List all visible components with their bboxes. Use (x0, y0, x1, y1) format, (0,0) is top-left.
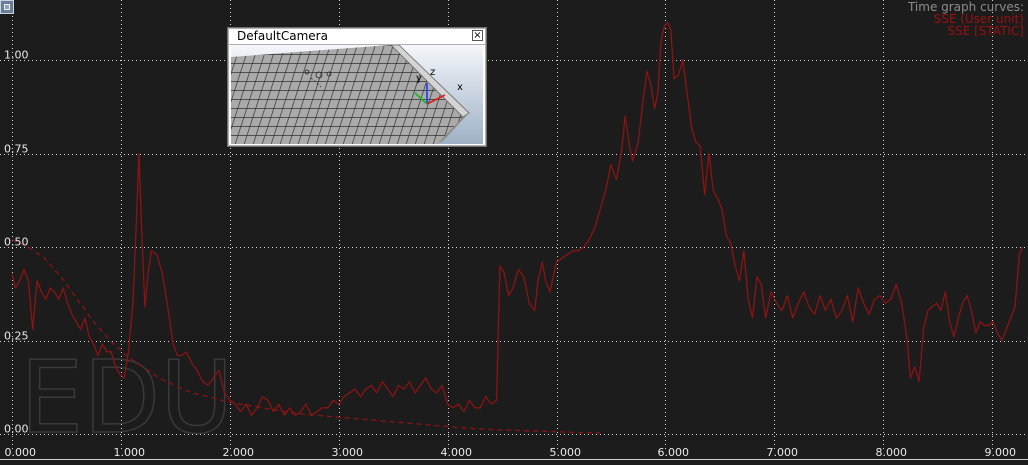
camera-viewport[interactable]: z y x (231, 45, 483, 144)
scene-object (304, 69, 332, 88)
x-tick-label: 8.000 (876, 446, 908, 459)
x-tick-label: 9.000 (985, 446, 1017, 459)
series-line-user-unit (11, 21, 1024, 416)
camera-ledge (437, 113, 469, 144)
x-tick-label: 6.000 (658, 446, 690, 459)
series-line-static (11, 238, 601, 434)
x-tick-label: 1.000 (114, 446, 146, 459)
camera-floor (231, 45, 463, 144)
x-tick-label: 7.000 (767, 446, 799, 459)
y-tick-label: 0.50 (4, 236, 29, 249)
x-tick-label: 2.000 (223, 446, 255, 459)
camera-title: DefaultCamera (237, 29, 328, 43)
axis-label-z: z (430, 67, 435, 78)
x-tick-label: 0.000 (5, 446, 37, 459)
axis-gizmo: z y x (414, 67, 463, 105)
axis-label-x: x (457, 82, 463, 93)
legend-title: Time graph curves: (907, 0, 1024, 14)
y-tick-label: 0.25 (4, 330, 29, 343)
watermark: EDU (20, 339, 233, 456)
legend: Time graph curves: SSE (User unit) SSE [… (907, 0, 1024, 38)
window-menu-icon[interactable] (0, 0, 14, 14)
axis-label-y: y (416, 73, 422, 84)
series-layer (11, 21, 1024, 434)
camera-titlebar[interactable]: DefaultCamera × (229, 29, 485, 45)
camera-window[interactable]: DefaultCamera × z y x (228, 28, 486, 146)
tick-labels: 0.000 1.000 2.000 3.000 4.000 5.000 6.000 7.000… (4, 49, 1016, 460)
x-tick-label: 4.000 (441, 446, 473, 459)
x-tick-label: 3.000 (332, 446, 364, 459)
legend-entry-static: SSE [STATIC] (947, 24, 1024, 38)
legend-entry-user: SSE (User unit) (934, 12, 1024, 26)
close-icon[interactable]: × (472, 30, 483, 41)
y-tick-label: 0.75 (4, 143, 29, 156)
y-tick-label: 1.00 (4, 49, 29, 62)
x-tick-label: 5.000 (550, 446, 582, 459)
y-tick-label: 0.00 (4, 423, 29, 436)
